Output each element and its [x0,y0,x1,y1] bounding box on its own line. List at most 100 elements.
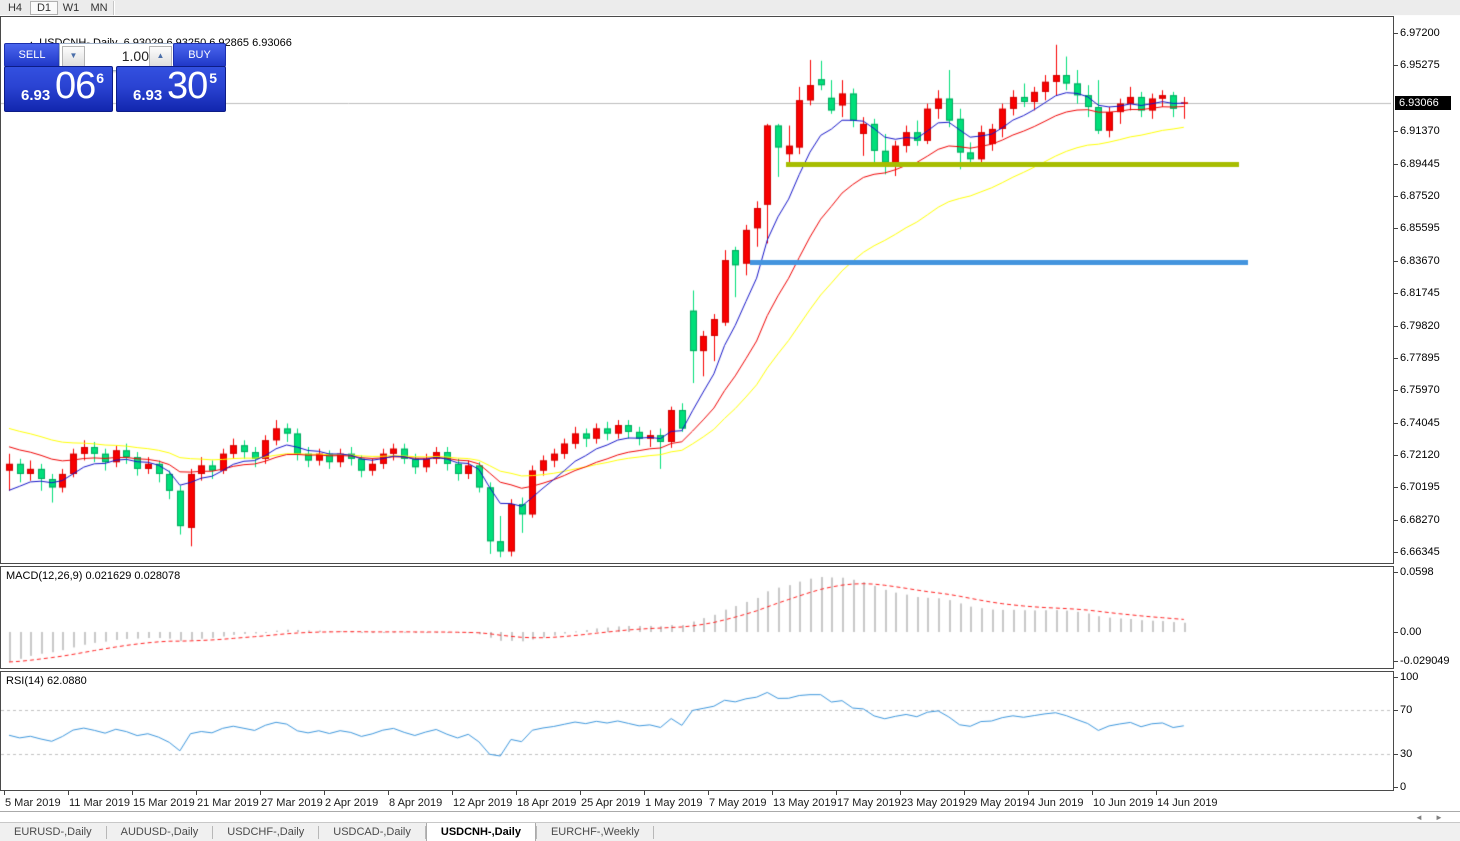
tab-audusd[interactable]: AUDUSD-,Daily [120,826,199,838]
price-axis-label: 6.79820 [1400,320,1440,332]
date-axis-tick [516,791,517,795]
price-axis-tick [1394,487,1398,488]
tab-usdcnh[interactable]: USDCNH-,Daily [425,823,536,841]
price-axis-label: 6.77895 [1400,352,1440,364]
price-axis-tick [1394,65,1398,66]
price-axis-tick [1394,423,1398,424]
tab-eurchf[interactable]: EURCHF-,Weekly [550,826,640,838]
sell-price-sup: 6 [96,70,104,86]
price-axis-tick [1394,455,1398,456]
date-axis-label: 8 Apr 2019 [389,797,443,809]
macd-canvas[interactable] [1,567,1391,666]
date-axis-label: 23 May 2019 [901,797,965,809]
price-axis-label: 6.89445 [1400,158,1440,170]
price-axis-label: 6.87520 [1400,190,1440,202]
price-axis-label: 6.81745 [1400,287,1440,299]
rsi-indicator-panel: RSI(14) 62.0880 [0,671,1394,791]
price-axis-label: 6.75970 [1400,384,1440,396]
timeframe-toolbar: H4 D1 W1 MN [0,0,1460,17]
tab-separator [105,826,107,839]
date-axis-tick [708,791,709,795]
tab-separator [212,826,214,839]
date-axis-label: 2 Apr 2019 [325,797,379,809]
macd-axis-label: -0.029049 [1400,655,1450,667]
tab-separator [535,826,537,839]
rsi-canvas[interactable] [1,672,1391,788]
date-axis-tick [196,791,197,795]
price-axis-tick [1394,390,1398,391]
date-axis-tick [260,791,261,795]
sell-price-small: 6.93 [21,87,51,104]
buy-price-panel[interactable]: 6.93 30 5 [116,65,226,112]
toolbar-separator [113,1,115,15]
date-axis-label: 18 Apr 2019 [517,797,577,809]
price-axis-label: 6.83670 [1400,255,1440,267]
price-axis-label: 6.95275 [1400,59,1440,71]
sell-button[interactable]: SELL [4,43,60,67]
rsi-axis-label: 30 [1400,748,1413,760]
scroll-right-icon[interactable]: ► [1435,813,1443,822]
scroll-left-icon[interactable]: ◄ [1415,813,1423,822]
rsi-axis-tick [1394,710,1398,711]
date-axis-label: 10 Jun 2019 [1093,797,1154,809]
macd-header: MACD(12,26,9) 0.021629 0.028078 [6,570,181,582]
price-axis-label: 6.85595 [1400,222,1440,234]
timeframe-button-w1[interactable]: W1 [62,2,80,14]
buy-price-sup: 5 [209,70,217,86]
price-chart-canvas[interactable] [1,17,1391,561]
buy-button[interactable]: BUY [173,43,226,67]
rsi-axis-tick [1394,787,1398,788]
tab-usdchf[interactable]: USDCHF-,Daily [227,826,305,838]
date-axis[interactable]: 5 Mar 2019 11 Mar 2019 15 Mar 2019 21 Mar 2… [0,790,1394,811]
sell-price-panel[interactable]: 6.93 06 6 [4,65,113,112]
date-axis-tick [68,791,69,795]
date-axis-tick [1028,791,1029,795]
price-axis-tick [1394,261,1398,262]
price-axis-tick [1394,293,1398,294]
date-axis-tick [1092,791,1093,795]
price-chart-panel: ▲USDCNH-,Daily 6.93029 6.93250 6.92865 6… [0,16,1394,564]
tab-eurusd[interactable]: EURUSD-,Daily [14,826,92,838]
rsi-header: RSI(14) 62.0880 [6,675,87,687]
date-axis-tick [388,791,389,795]
current-price-tag: 6.93066 [1395,96,1451,110]
date-axis-tick [772,791,773,795]
macd-axis-label: 0.0598 [1400,566,1434,578]
timeframe-button-h4[interactable]: H4 [7,2,23,14]
rsi-axis-label: 0 [1400,781,1407,793]
rsi-axis-tick [1394,677,1398,678]
tab-separator [318,826,320,839]
price-axis-tick [1394,33,1398,34]
sell-price-big: 06 [55,65,96,107]
price-axis-tick [1394,228,1398,229]
date-axis-tick [452,791,453,795]
price-axis-tick [1394,552,1398,553]
date-axis-tick [580,791,581,795]
date-axis-label: 1 May 2019 [645,797,703,809]
date-axis-label: 12 Apr 2019 [453,797,513,809]
date-axis-label: 14 Jun 2019 [1157,797,1218,809]
date-axis-label: 17 May 2019 [837,797,901,809]
date-axis-label: 4 Jun 2019 [1029,797,1084,809]
price-axis-label: 6.70195 [1400,481,1440,493]
tab-separator [424,826,426,839]
price-axis-label: 6.72120 [1400,449,1440,461]
rsi-axis-label: 70 [1400,704,1413,716]
date-axis-label: 11 Mar 2019 [69,797,130,809]
volume-input[interactable] [85,46,151,66]
timeframe-button-mn[interactable]: MN [90,2,108,14]
timeframe-button-d1[interactable]: D1 [30,1,58,15]
date-axis-tick [900,791,901,795]
date-axis-label: 15 Mar 2019 [133,797,195,809]
date-axis-tick [4,791,5,795]
price-axis-tick [1394,164,1398,165]
price-axis[interactable]: 6.97200 6.95275 6.91370 6.89445 6.87520 6.855… [1394,16,1460,811]
date-axis-tick [964,791,965,795]
price-axis-tick [1394,520,1398,521]
macd-axis-tick [1394,632,1398,633]
tab-usdcad[interactable]: USDCAD-,Daily [333,826,411,838]
date-axis-label: 27 Mar 2019 [261,797,323,809]
rsi-axis-label: 100 [1400,671,1419,683]
tab-separator [653,826,655,839]
